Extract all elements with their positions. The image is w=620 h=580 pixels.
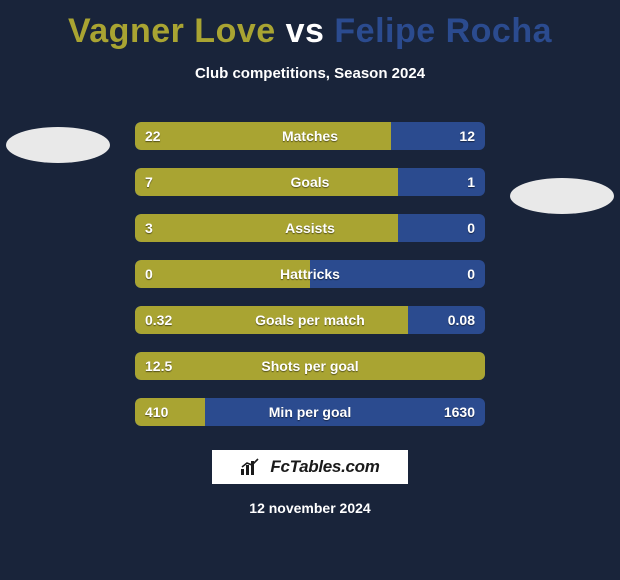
logo-text: FcTables.com [270,457,379,477]
vs-text: vs [286,12,325,50]
stat-row: 3Assists0 [135,214,485,242]
comparison-title: Vagner Love vs Felipe Rocha [0,0,620,51]
source-logo: FcTables.com [210,448,410,486]
date: 12 november 2024 [0,500,620,516]
stat-row: 22Matches12 [135,122,485,150]
stat-value-player2: 1 [467,168,475,196]
stat-row: 410Min per goal1630 [135,398,485,426]
stat-value-player2: 0 [467,214,475,242]
stat-metric-label: Goals [135,168,485,196]
stat-row: 7Goals1 [135,168,485,196]
stat-metric-label: Goals per match [135,306,485,334]
stat-value-player2: 0 [467,260,475,288]
chart-icon [240,457,262,477]
stat-metric-label: Min per goal [135,398,485,426]
stat-metric-label: Assists [135,214,485,242]
stat-value-player2: 1630 [444,398,475,426]
stat-row: 0.32Goals per match0.08 [135,306,485,334]
stat-row: 12.5Shots per goal [135,352,485,380]
stat-metric-label: Matches [135,122,485,150]
stat-metric-label: Shots per goal [135,352,485,380]
stat-value-player2: 0.08 [448,306,475,334]
stat-metric-label: Hattricks [135,260,485,288]
subtitle: Club competitions, Season 2024 [0,65,620,82]
stat-row: 0Hattricks0 [135,260,485,288]
player2-name: Felipe Rocha [334,12,552,50]
stat-value-player2: 12 [459,122,475,150]
player2-avatar [510,178,614,214]
bars-area: 22Matches127Goals13Assists00Hattricks00.… [0,122,620,426]
player1-name: Vagner Love [68,12,276,50]
player1-avatar [6,127,110,163]
